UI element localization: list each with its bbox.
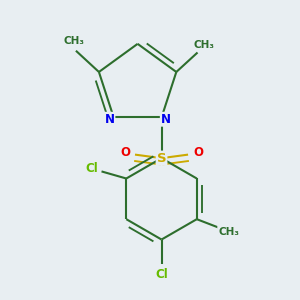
Text: CH₃: CH₃ (64, 36, 85, 46)
Text: O: O (120, 146, 130, 159)
Text: N: N (161, 113, 171, 126)
Text: CH₃: CH₃ (218, 226, 239, 237)
Text: CH₃: CH₃ (194, 40, 214, 50)
Text: Cl: Cl (155, 268, 168, 281)
Text: O: O (193, 146, 203, 159)
Text: Cl: Cl (85, 162, 98, 175)
Text: N: N (104, 113, 115, 126)
Text: S: S (157, 152, 166, 165)
